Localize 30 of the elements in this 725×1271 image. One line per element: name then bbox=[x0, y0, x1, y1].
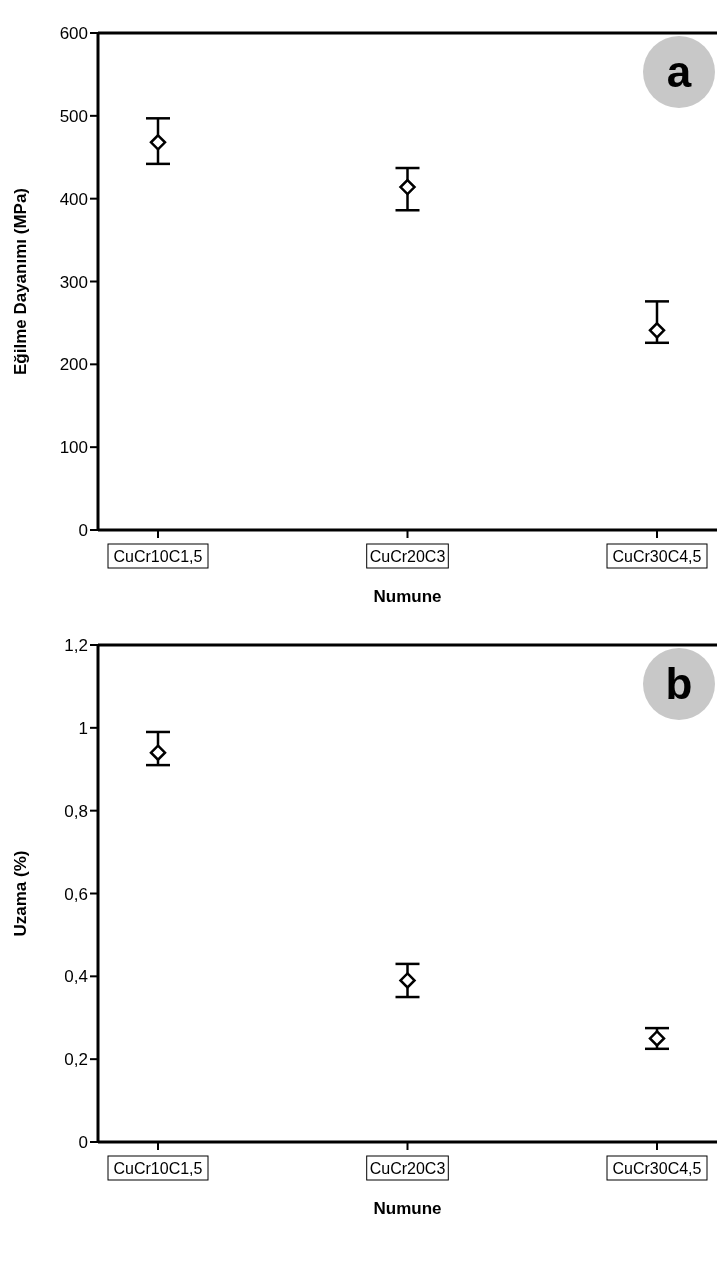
x-tick-label: CuCr10C1,5 bbox=[113, 1160, 203, 1177]
y-tick-label: 0,8 bbox=[64, 801, 88, 821]
point bbox=[648, 1030, 666, 1047]
point bbox=[399, 972, 416, 989]
x-tick-label: CuCr20C3 bbox=[369, 548, 446, 565]
y-tick-label: 0,6 bbox=[64, 884, 88, 904]
x-axis-title: Numune bbox=[373, 1199, 442, 1218]
y-tick-label: 0,2 bbox=[64, 1050, 88, 1070]
point bbox=[648, 322, 666, 339]
x-tick-label: CuCr30C4,5 bbox=[612, 1160, 702, 1177]
x-tick-label: CuCr30C4,5 bbox=[612, 548, 702, 565]
y-tick-label: 400 bbox=[59, 189, 88, 209]
y-axis-title: Uzama (%) bbox=[11, 850, 31, 937]
y-tick-label: 100 bbox=[59, 438, 88, 458]
point bbox=[149, 744, 167, 761]
y-tick-label: 1,2 bbox=[64, 636, 88, 656]
y-tick-label: 500 bbox=[59, 106, 88, 126]
y-tick-label: 0,4 bbox=[64, 967, 88, 987]
x-tick-label: CuCr20C3 bbox=[369, 1160, 446, 1177]
point bbox=[149, 134, 167, 151]
y-tick-label: 0 bbox=[78, 521, 88, 541]
y-axis-title: Eğilme Dayanımı (MPa) bbox=[11, 187, 31, 376]
y-tick-label: 300 bbox=[59, 272, 88, 292]
x-tick-label: CuCr10C1,5 bbox=[113, 548, 203, 565]
y-tick-label: 600 bbox=[59, 24, 88, 44]
y-tick-label: 0 bbox=[78, 1133, 88, 1153]
x-axis-title: Numune bbox=[373, 587, 442, 606]
y-tick-label: 200 bbox=[59, 355, 88, 375]
y-tick-label: 1 bbox=[78, 718, 88, 738]
point bbox=[399, 178, 416, 196]
